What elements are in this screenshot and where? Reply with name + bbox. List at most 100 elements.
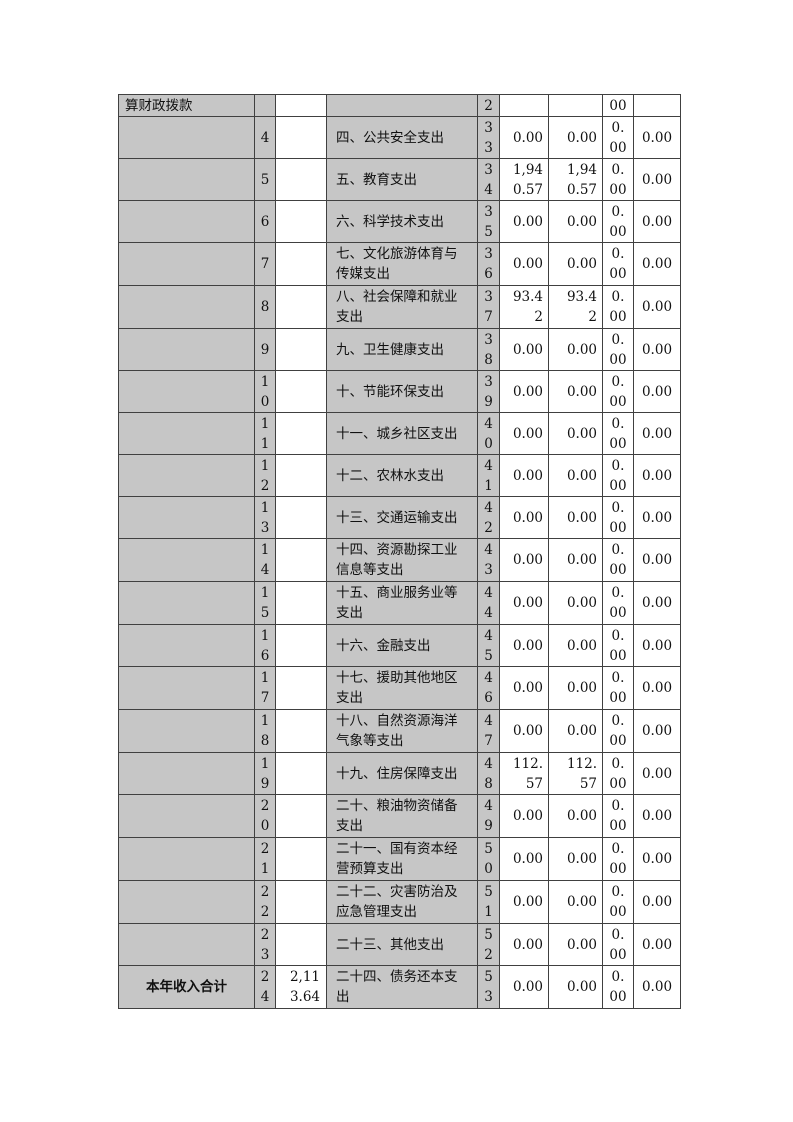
cell-seq-no: 20 xyxy=(254,794,276,838)
cell-left-label xyxy=(118,837,255,881)
cell-val1: 93.42 xyxy=(499,285,549,329)
cell-val3: 0.00 xyxy=(602,158,634,201)
cell-left-label xyxy=(118,285,255,329)
cell-line-no: 39 xyxy=(477,370,500,413)
cell-val3: 0.00 xyxy=(602,200,634,243)
cell-left-label xyxy=(118,923,255,966)
cell-val3: 0.00 xyxy=(602,581,634,625)
cell-val1: 0.00 xyxy=(499,496,549,539)
cell-left-label: 本年收入合计 xyxy=(118,965,255,1009)
cell-left-label xyxy=(118,794,255,838)
cell-item: 十三、交通运输支出 xyxy=(326,496,478,539)
cell-seq-no: 14 xyxy=(254,538,276,582)
cell-val4: 0.00 xyxy=(633,538,681,582)
cell-line-no: 33 xyxy=(477,116,500,159)
table-row: 17 十七、援助其他地区 支出 46 0.00 0.00 0.00 0.00 xyxy=(118,666,681,710)
cell-item: 六、科学技术支出 xyxy=(326,200,478,243)
table-row: 21 二十一、国有资本经 营预算支出 50 0.00 0.00 0.00 0.0… xyxy=(118,837,681,881)
cell-val4: 0.00 xyxy=(633,624,681,667)
cell-val3: 0.00 xyxy=(602,285,634,329)
cell-item: 十七、援助其他地区 支出 xyxy=(326,666,478,710)
cell-val4: 0.00 xyxy=(633,285,681,329)
cell-val1: 0.00 xyxy=(499,581,549,625)
table-row: 11 十一、城乡社区支出 40 0.00 0.00 0.00 0.00 xyxy=(118,412,681,455)
cell-val1: 0.00 xyxy=(499,454,549,497)
cell-line-no: 2 xyxy=(477,94,500,117)
cell-left-value xyxy=(275,412,327,455)
cell-val3: 0.00 xyxy=(602,837,634,881)
cell-seq-no: 8 xyxy=(254,285,276,329)
cell-line-no: 40 xyxy=(477,412,500,455)
table-row: 13 十三、交通运输支出 42 0.00 0.00 0.00 0.00 xyxy=(118,496,681,539)
cell-val3: 0.00 xyxy=(602,370,634,413)
cell-left-label xyxy=(118,880,255,924)
table-row: 8 八、社会保障和就业 支出 37 93.42 93.42 0.00 0.00 xyxy=(118,285,681,329)
cell-val3: 0.00 xyxy=(602,328,634,371)
cell-val4: 0.00 xyxy=(633,158,681,201)
cell-val1 xyxy=(499,94,549,117)
cell-seq-no: 10 xyxy=(254,370,276,413)
cell-seq-no: 11 xyxy=(254,412,276,455)
cell-val2: 0.00 xyxy=(548,328,603,371)
cell-item xyxy=(326,94,478,117)
cell-val2: 0.00 xyxy=(548,370,603,413)
cell-item: 十九、住房保障支出 xyxy=(326,752,478,795)
cell-left-value xyxy=(275,200,327,243)
cell-val3: 0.00 xyxy=(602,412,634,455)
cell-val3: 0.00 xyxy=(602,624,634,667)
cell-item: 八、社会保障和就业 支出 xyxy=(326,285,478,329)
table-row: 本年收入合计 24 2,113.64 二十四、债务还本支 出 53 0.00 0… xyxy=(118,965,681,1009)
cell-item: 十、节能环保支出 xyxy=(326,370,478,413)
cell-left-label xyxy=(118,116,255,159)
table-row: 20 二十、粮油物资储备 支出 49 0.00 0.00 0.00 0.00 xyxy=(118,794,681,838)
cell-seq-no: 18 xyxy=(254,709,276,753)
cell-seq-no: 4 xyxy=(254,116,276,159)
cell-val3: 0.00 xyxy=(602,496,634,539)
cell-line-no: 35 xyxy=(477,200,500,243)
cell-line-no: 42 xyxy=(477,496,500,539)
table-row: 18 十八、自然资源海洋 气象等支出 47 0.00 0.00 0.00 0.0… xyxy=(118,709,681,753)
cell-seq-no: 15 xyxy=(254,581,276,625)
cell-item: 二十一、国有资本经 营预算支出 xyxy=(326,837,478,881)
cell-val3: 0.00 xyxy=(602,794,634,838)
table-row: 6 六、科学技术支出 35 0.00 0.00 0.00 0.00 xyxy=(118,200,681,243)
cell-left-value xyxy=(275,837,327,881)
cell-val4: 0.00 xyxy=(633,328,681,371)
cell-val4: 0.00 xyxy=(633,454,681,497)
cell-val4: 0.00 xyxy=(633,752,681,795)
cell-left-value xyxy=(275,454,327,497)
table-row: 9 九、卫生健康支出 38 0.00 0.00 0.00 0.00 xyxy=(118,328,681,371)
cell-val1: 0.00 xyxy=(499,923,549,966)
cell-seq-no xyxy=(254,94,276,117)
cell-val3: 0.00 xyxy=(602,880,634,924)
cell-val4: 0.00 xyxy=(633,116,681,159)
cell-line-no: 34 xyxy=(477,158,500,201)
cell-left-value: 2,113.64 xyxy=(275,965,327,1009)
cell-val3: 0.00 xyxy=(602,454,634,497)
cell-val1: 0.00 xyxy=(499,412,549,455)
table-row: 7 七、文化旅游体育与 传媒支出 36 0.00 0.00 0.00 0.00 xyxy=(118,242,681,286)
cell-val1: 0.00 xyxy=(499,666,549,710)
cell-val1: 0.00 xyxy=(499,538,549,582)
cell-val2: 112.57 xyxy=(548,752,603,795)
cell-seq-no: 19 xyxy=(254,752,276,795)
cell-left-label xyxy=(118,624,255,667)
cell-seq-no: 24 xyxy=(254,965,276,1009)
cell-left-label xyxy=(118,709,255,753)
cell-line-no: 37 xyxy=(477,285,500,329)
cell-val1: 0.00 xyxy=(499,200,549,243)
cell-val4: 0.00 xyxy=(633,794,681,838)
cell-item: 十四、资源勘探工业 信息等支出 xyxy=(326,538,478,582)
cell-left-value xyxy=(275,94,327,117)
cell-seq-no: 21 xyxy=(254,837,276,881)
cell-val4: 0.00 xyxy=(633,965,681,1009)
cell-left-value xyxy=(275,581,327,625)
table-row: 4 四、公共安全支出 33 0.00 0.00 0.00 0.00 xyxy=(118,116,681,159)
cell-left-value xyxy=(275,624,327,667)
cell-val1: 1,940.57 xyxy=(499,158,549,201)
cell-seq-no: 5 xyxy=(254,158,276,201)
cell-seq-no: 16 xyxy=(254,624,276,667)
cell-val2: 0.00 xyxy=(548,496,603,539)
cell-seq-no: 9 xyxy=(254,328,276,371)
cell-left-value xyxy=(275,496,327,539)
